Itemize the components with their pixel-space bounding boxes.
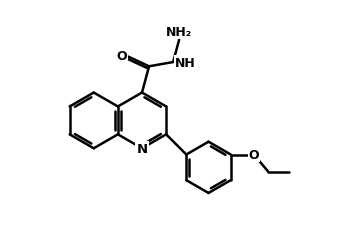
Text: O: O [116, 50, 127, 63]
Text: NH: NH [175, 56, 196, 69]
Text: N: N [136, 142, 148, 155]
Text: O: O [249, 148, 259, 161]
Text: NH₂: NH₂ [166, 26, 192, 39]
